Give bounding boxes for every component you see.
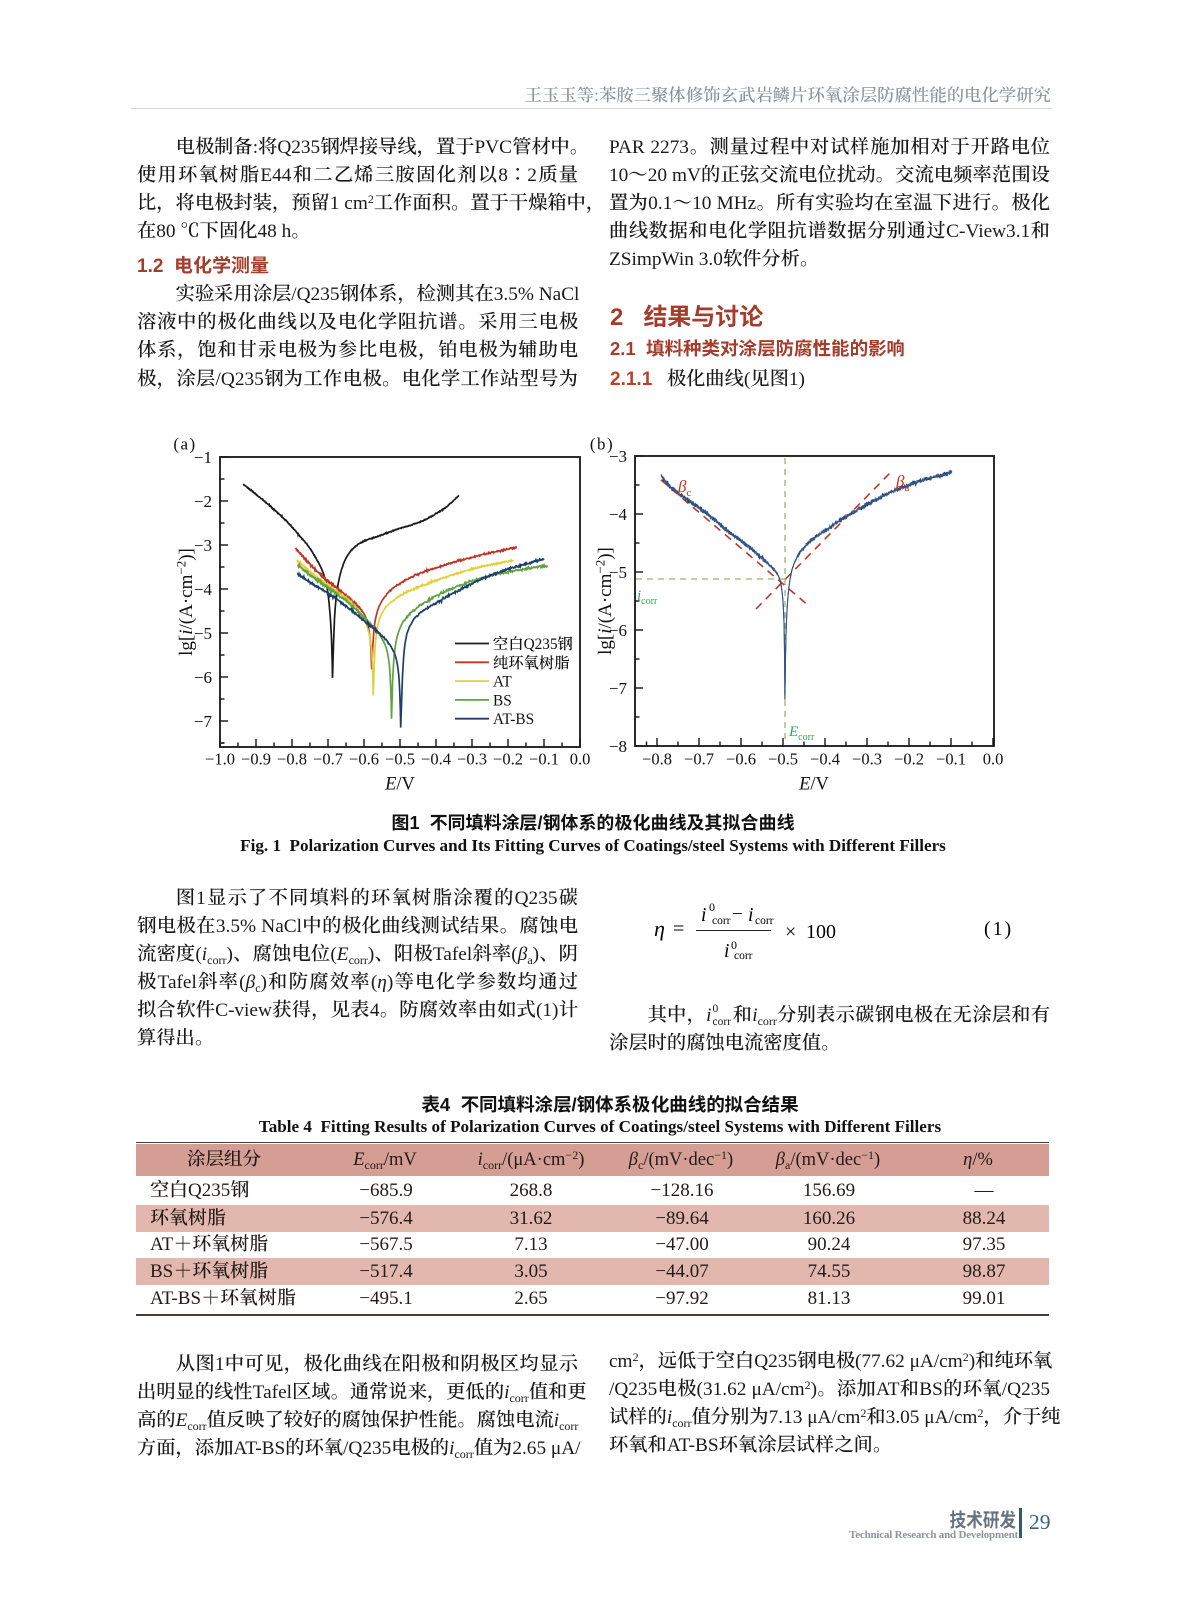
svg-text:−0.3: −0.3 — [457, 750, 487, 769]
svg-text:−0.6: −0.6 — [726, 750, 756, 769]
svg-text:AT: AT — [493, 674, 512, 691]
svg-text:BS: BS — [493, 692, 512, 709]
svg-text:−0.3: −0.3 — [852, 750, 882, 769]
svg-text:−0.5: −0.5 — [768, 750, 798, 769]
svg-text:0.0: 0.0 — [570, 750, 591, 769]
svg-text:−3: −3 — [194, 536, 212, 555]
svg-text:−2: −2 — [194, 492, 212, 511]
svg-text:空白Q235钢: 空白Q235钢 — [493, 635, 573, 653]
svg-text:−7: −7 — [609, 679, 628, 698]
svg-text:−5: −5 — [194, 624, 212, 643]
svg-text:AT-BS: AT-BS — [493, 711, 534, 728]
svg-text:Ecorr: Ecorr — [788, 724, 815, 743]
svg-text:−0.5: −0.5 — [385, 750, 415, 769]
svg-text:(a): (a) — [173, 435, 196, 454]
svg-text:0.0: 0.0 — [983, 750, 1004, 769]
svg-text:E/V: E/V — [384, 775, 415, 795]
svg-text:(b): (b) — [590, 435, 614, 454]
svg-text:lg[i/(A·cm−2)]: lg[i/(A·cm−2)] — [174, 548, 198, 656]
svg-text:−1.0: −1.0 — [205, 750, 235, 769]
svg-text:−4: −4 — [609, 505, 628, 524]
svg-text:E/V: E/V — [798, 775, 829, 795]
svg-text:纯环氧树脂: 纯环氧树脂 — [493, 654, 570, 672]
svg-text:−0.2: −0.2 — [493, 750, 523, 769]
svg-text:−0.4: −0.4 — [421, 750, 451, 769]
svg-text:−0.8: −0.8 — [277, 750, 307, 769]
svg-text:−8: −8 — [609, 737, 627, 756]
svg-text:βc: βc — [677, 477, 691, 499]
svg-text:−0.7: −0.7 — [684, 750, 714, 769]
svg-text:−0.1: −0.1 — [936, 750, 966, 769]
svg-text:lg[i/(A·cm−2)]: lg[i/(A·cm−2)] — [593, 547, 617, 655]
svg-text:−5: −5 — [609, 563, 627, 582]
svg-text:−0.6: −0.6 — [349, 750, 379, 769]
svg-text:−0.8: −0.8 — [642, 750, 672, 769]
svg-text:−3: −3 — [609, 447, 627, 466]
svg-text:−6: −6 — [609, 621, 627, 640]
svg-text:−0.1: −0.1 — [529, 750, 559, 769]
svg-text:icorr: icorr — [637, 588, 658, 607]
svg-text:−0.2: −0.2 — [894, 750, 924, 769]
svg-text:−0.7: −0.7 — [313, 750, 343, 769]
svg-text:−1: −1 — [194, 448, 212, 467]
svg-text:−6: −6 — [194, 668, 212, 687]
svg-text:−7: −7 — [194, 712, 213, 731]
svg-text:βa: βa — [895, 472, 909, 494]
svg-text:−0.4: −0.4 — [810, 750, 840, 769]
svg-text:−0.9: −0.9 — [241, 750, 271, 769]
svg-text:−4: −4 — [194, 580, 213, 599]
